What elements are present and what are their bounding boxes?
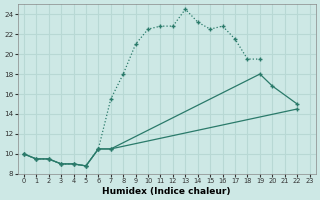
X-axis label: Humidex (Indice chaleur): Humidex (Indice chaleur)	[102, 187, 231, 196]
